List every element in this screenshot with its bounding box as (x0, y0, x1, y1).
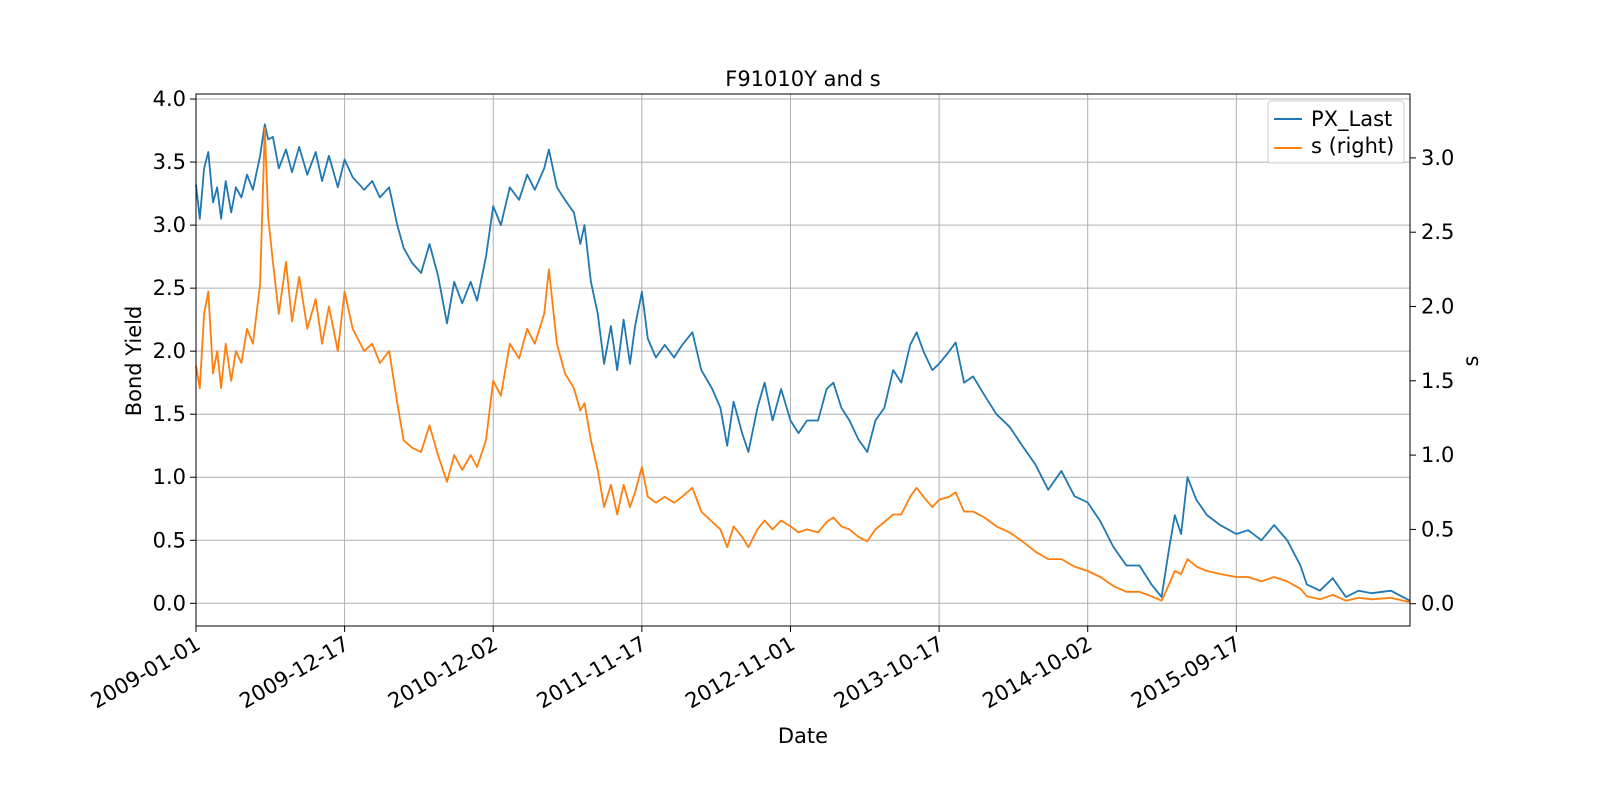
chart-title: F91010Y and s (725, 67, 881, 91)
y-left-tick-label: 3.5 (153, 150, 186, 174)
plot-frame (195, 93, 1411, 627)
y-axis-right-label: s (1459, 356, 1483, 367)
x-axis-label: Date (778, 724, 828, 748)
y-left-tick-label: 0.0 (153, 591, 186, 615)
y-axis-left-label: Bond Yield (122, 306, 146, 417)
y-right-tick-label: 1.5 (1421, 369, 1454, 393)
legend-label-s-right: s (right) (1311, 134, 1394, 158)
y-left-tick-label: 1.5 (153, 402, 186, 426)
y-left-tick-label: 2.5 (153, 276, 186, 300)
y-left-tick-label: 1.0 (153, 465, 186, 489)
y-axis-right: 0.0 0.5 1.0 1.5 2.0 2.5 3.0 (1410, 146, 1454, 616)
y-right-tick-label: 0.0 (1421, 592, 1454, 616)
y-right-tick-label: 1.0 (1421, 443, 1454, 467)
y-right-tick-label: 2.0 (1421, 295, 1454, 319)
y-right-tick-label: 0.5 (1421, 517, 1454, 541)
y-left-tick-label: 4.0 (153, 87, 186, 111)
series-group (195, 123, 1411, 604)
y-axis-left: 0.0 0.5 1.0 1.5 2.0 2.5 3.0 3.5 4.0 (153, 87, 196, 615)
legend: PX_Last s (right) (1267, 100, 1405, 164)
y-left-tick-label: 2.0 (153, 339, 186, 363)
legend-label-px-last: PX_Last (1311, 107, 1392, 132)
y-right-tick-label: 2.5 (1421, 220, 1454, 244)
y-left-tick-label: 3.0 (153, 213, 186, 237)
y-left-tick-label: 0.5 (153, 528, 186, 552)
y-right-tick-label: 3.0 (1421, 146, 1454, 170)
series-line-px-last (195, 123, 1411, 602)
grid (195, 94, 1410, 626)
series-line-s-right (195, 127, 1411, 604)
